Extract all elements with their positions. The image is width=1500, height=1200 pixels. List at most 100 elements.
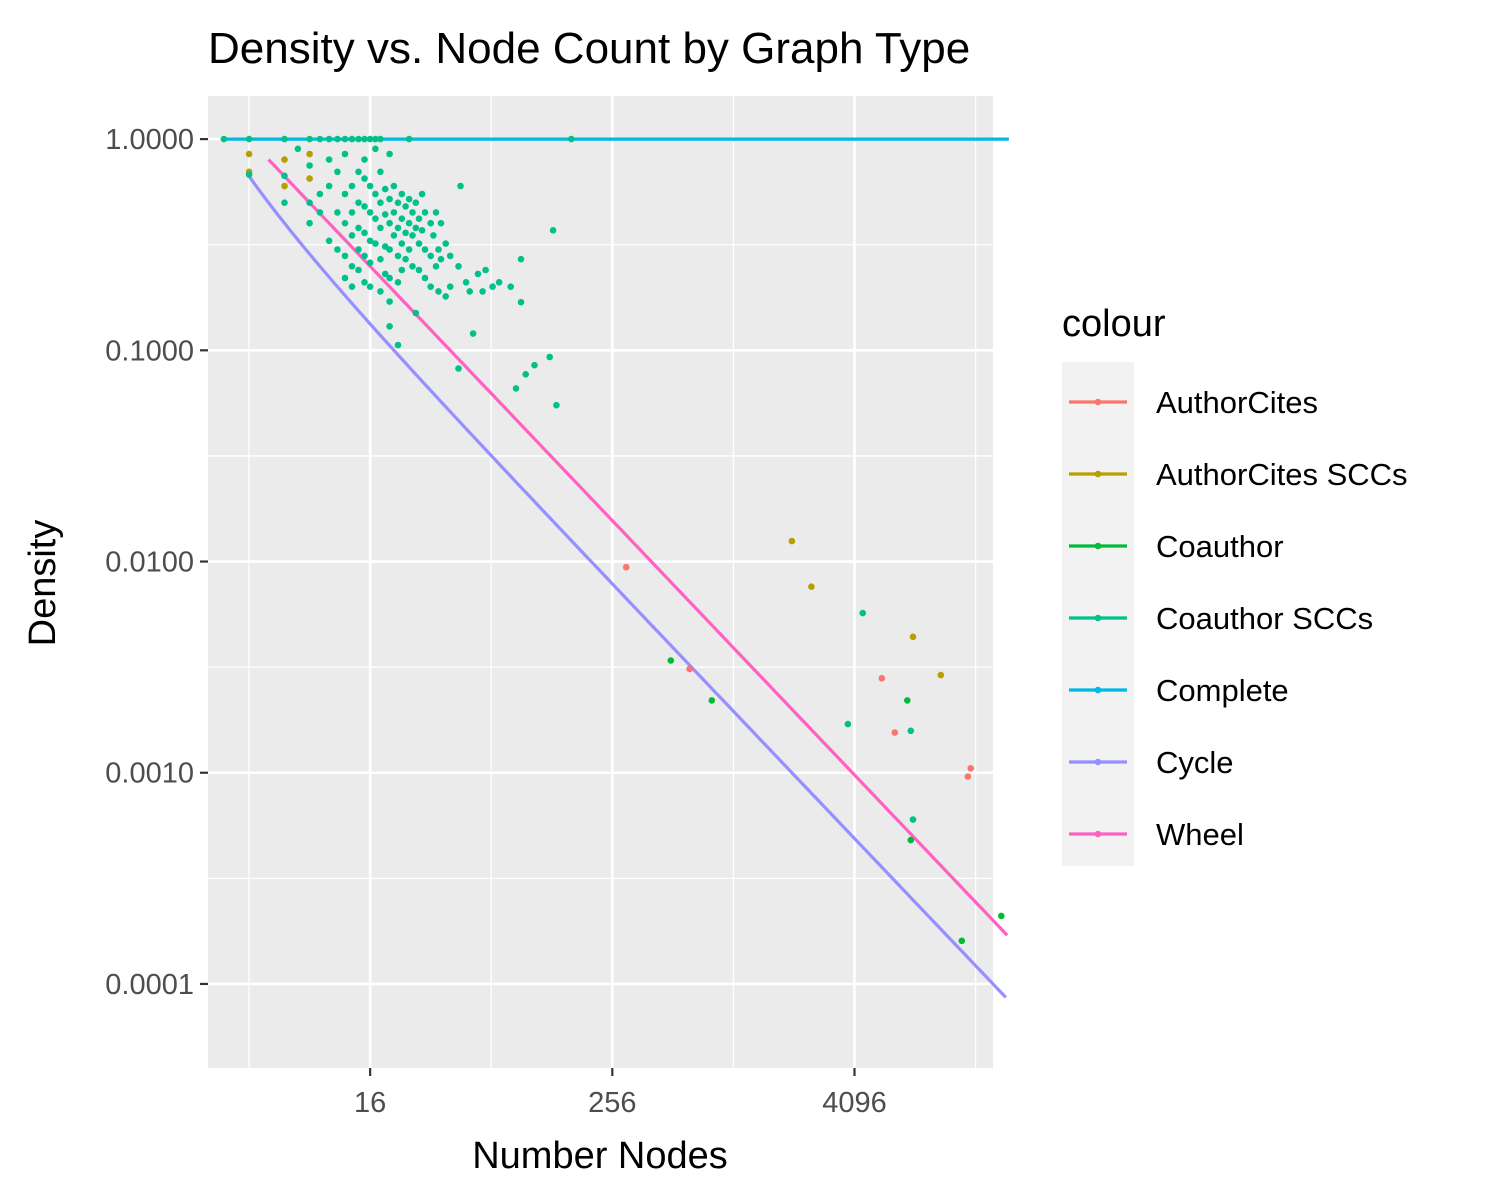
point-coauthor-sccs — [316, 190, 324, 198]
point-coauthor-sccs — [386, 246, 393, 253]
data-points — [220, 135, 1005, 945]
legend-key-authorcites-sccs-dot — [1094, 470, 1102, 478]
point-coauthor-sccs — [390, 232, 398, 239]
legend-key-wheel-dot — [1094, 830, 1102, 838]
point-coauthor-sccs — [361, 156, 368, 163]
point-coauthor-sccs — [435, 246, 442, 253]
point-coauthor-sccs — [348, 135, 356, 143]
point-coauthor-sccs — [466, 288, 474, 295]
point-coauthor-sccs — [568, 135, 575, 143]
plot-panel — [208, 96, 993, 1068]
point-coauthor-sccs — [341, 190, 349, 198]
point-coauthor-sccs — [361, 175, 368, 182]
legend-label: Coauthor SCCs — [1156, 601, 1373, 636]
point-authorcites — [878, 675, 886, 682]
point-coauthor-sccs — [844, 720, 852, 728]
point-coauthor-sccs — [294, 145, 302, 153]
point-coauthor-sccs — [455, 263, 462, 270]
point-coauthor-sccs — [325, 135, 333, 143]
point-coauthor-sccs — [355, 168, 362, 176]
point-coauthor-sccs — [546, 353, 553, 361]
point-coauthor-sccs — [325, 156, 333, 163]
point-coauthor-sccs — [474, 270, 482, 278]
point-coauthor-sccs — [549, 227, 557, 234]
point-coauthor-sccs — [394, 224, 402, 232]
point-authorcites-sccs — [281, 182, 288, 190]
point-coauthor-sccs — [355, 266, 362, 274]
point-coauthor-sccs — [421, 274, 429, 282]
point-coauthor-sccs — [427, 219, 435, 227]
point-coauthor-sccs — [553, 401, 560, 409]
point-coauthor-sccs — [334, 168, 341, 176]
point-coauthor-sccs — [377, 224, 384, 232]
point-coauthor-sccs — [394, 341, 402, 349]
point-coauthor-sccs — [507, 283, 514, 291]
point-authorcites-sccs — [808, 583, 815, 590]
point-coauthor-sccs — [306, 135, 313, 143]
point-coauthor-sccs — [427, 283, 435, 291]
point-coauthor-sccs — [398, 266, 406, 274]
legend-label: AuthorCites — [1156, 385, 1318, 420]
point-coauthor-sccs — [381, 185, 389, 193]
legend-title: colour — [1062, 303, 1166, 345]
point-coauthor-sccs — [394, 199, 402, 206]
point-coauthor-sccs — [348, 209, 356, 216]
point-coauthor-sccs — [446, 283, 454, 291]
point-coauthor-sccs — [442, 240, 450, 247]
point-coauthor-sccs — [341, 150, 349, 158]
legend-key-background — [1062, 362, 1134, 866]
point-authorcites — [891, 729, 899, 736]
point-coauthor-sccs — [907, 727, 915, 735]
point-coauthor-sccs — [361, 229, 368, 237]
legend-label: Complete — [1156, 673, 1289, 708]
point-coauthor-sccs — [446, 252, 454, 260]
point-coauthor-sccs — [437, 255, 445, 263]
point-coauthor-sccs — [386, 150, 393, 158]
point-coauthor-sccs — [398, 240, 406, 247]
point-coauthor-sccs — [402, 203, 409, 210]
point-coauthor-sccs — [361, 279, 368, 286]
point-coauthor-sccs — [409, 209, 416, 216]
point-coauthor — [958, 937, 966, 945]
point-coauthor-sccs — [435, 288, 442, 295]
point-coauthor-sccs — [306, 199, 313, 206]
point-coauthor — [907, 836, 915, 844]
point-coauthor-sccs — [386, 323, 393, 330]
point-coauthor-sccs — [381, 211, 389, 218]
point-authorcites — [964, 773, 972, 780]
point-coauthor-sccs — [412, 224, 420, 232]
point-coauthor-sccs — [512, 385, 520, 392]
point-coauthor-sccs — [348, 182, 356, 190]
y-tick-label: 0.0001 — [105, 969, 194, 1001]
point-coauthor — [904, 697, 911, 704]
point-coauthor-sccs — [361, 252, 368, 260]
point-coauthor-sccs — [366, 209, 374, 216]
point-coauthor-sccs — [430, 232, 437, 239]
point-coauthor — [998, 912, 1005, 920]
point-coauthor-sccs — [381, 270, 389, 278]
point-authorcites-sccs — [245, 150, 253, 158]
point-coauthor-sccs — [355, 224, 362, 232]
minor-gridlines — [208, 96, 993, 1068]
point-authorcites — [686, 665, 693, 673]
y-axis-label: Density — [22, 520, 64, 647]
point-coauthor-sccs — [432, 263, 440, 270]
point-coauthor-sccs — [355, 199, 362, 206]
point-coauthor-sccs — [909, 816, 917, 823]
legend: colour AuthorCites AuthorCites SCCs Coauth… — [1062, 303, 1408, 866]
point-coauthor-sccs — [325, 182, 333, 190]
point-coauthor-sccs — [432, 209, 440, 216]
point-coauthor-sccs — [341, 135, 349, 143]
point-coauthor-sccs — [421, 246, 429, 253]
point-authorcites-sccs — [788, 537, 796, 545]
point-coauthor-sccs — [366, 182, 374, 190]
point-coauthor-sccs — [325, 237, 333, 245]
point-coauthor-sccs — [316, 135, 324, 143]
point-coauthor-sccs — [334, 246, 341, 253]
point-coauthor — [667, 657, 675, 664]
point-coauthor-sccs — [402, 229, 409, 237]
point-coauthor-sccs — [421, 209, 429, 216]
point-coauthor-sccs — [245, 135, 253, 143]
x-tick-label: 256 — [588, 1087, 636, 1119]
point-coauthor-sccs — [366, 259, 374, 267]
